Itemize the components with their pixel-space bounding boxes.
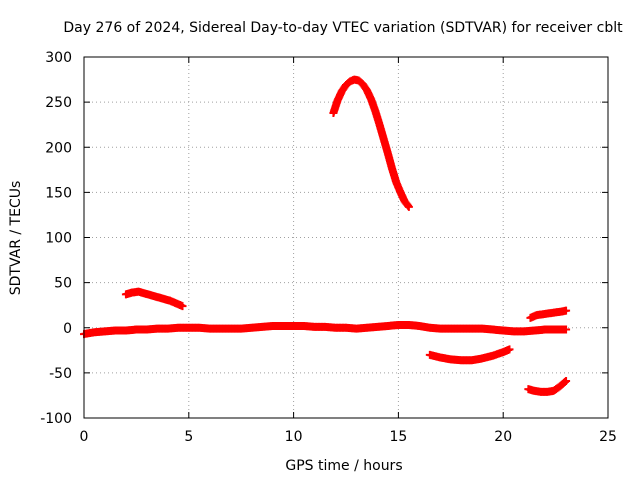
y-axis-label: SDTVAR / TECUs: [8, 181, 24, 296]
y-tick-label: 150: [45, 185, 72, 201]
x-tick-label: 20: [494, 429, 512, 445]
data-marks: [80, 75, 571, 396]
x-tick-label: 10: [285, 429, 303, 445]
plot-frame: [83, 56, 609, 419]
data-point: [562, 376, 571, 385]
data-point: [178, 302, 187, 311]
data-point: [562, 325, 571, 334]
data-point: [505, 345, 514, 354]
y-tick-label: 300: [45, 50, 72, 66]
y-tick-label: 50: [54, 276, 72, 292]
chart-title: Day 276 of 2024, Sidereal Day-to-day VTE…: [63, 20, 623, 36]
y-tick-label: 100: [45, 231, 72, 247]
y-tick-label: 250: [45, 95, 72, 111]
x-tick-label: 15: [389, 429, 407, 445]
series-late-negative: [524, 376, 571, 396]
series-early-hump: [121, 287, 187, 311]
series-large-peak: [329, 75, 413, 211]
y-tick-label: -50: [49, 366, 72, 382]
x-axis-label: GPS time / hours: [285, 458, 402, 474]
series-baseline: [80, 321, 571, 339]
series-afternoon-dip: [425, 345, 514, 365]
y-tick-label: 200: [45, 140, 72, 156]
data-point: [404, 202, 413, 211]
y-tick-label: 0: [63, 321, 72, 337]
x-tick-label: 0: [80, 429, 89, 445]
y-tick-label: -100: [40, 411, 72, 427]
data-point: [562, 306, 571, 315]
x-tick-label: 25: [599, 429, 617, 445]
x-tick-label: 5: [184, 429, 193, 445]
series-late-positive: [526, 306, 571, 322]
